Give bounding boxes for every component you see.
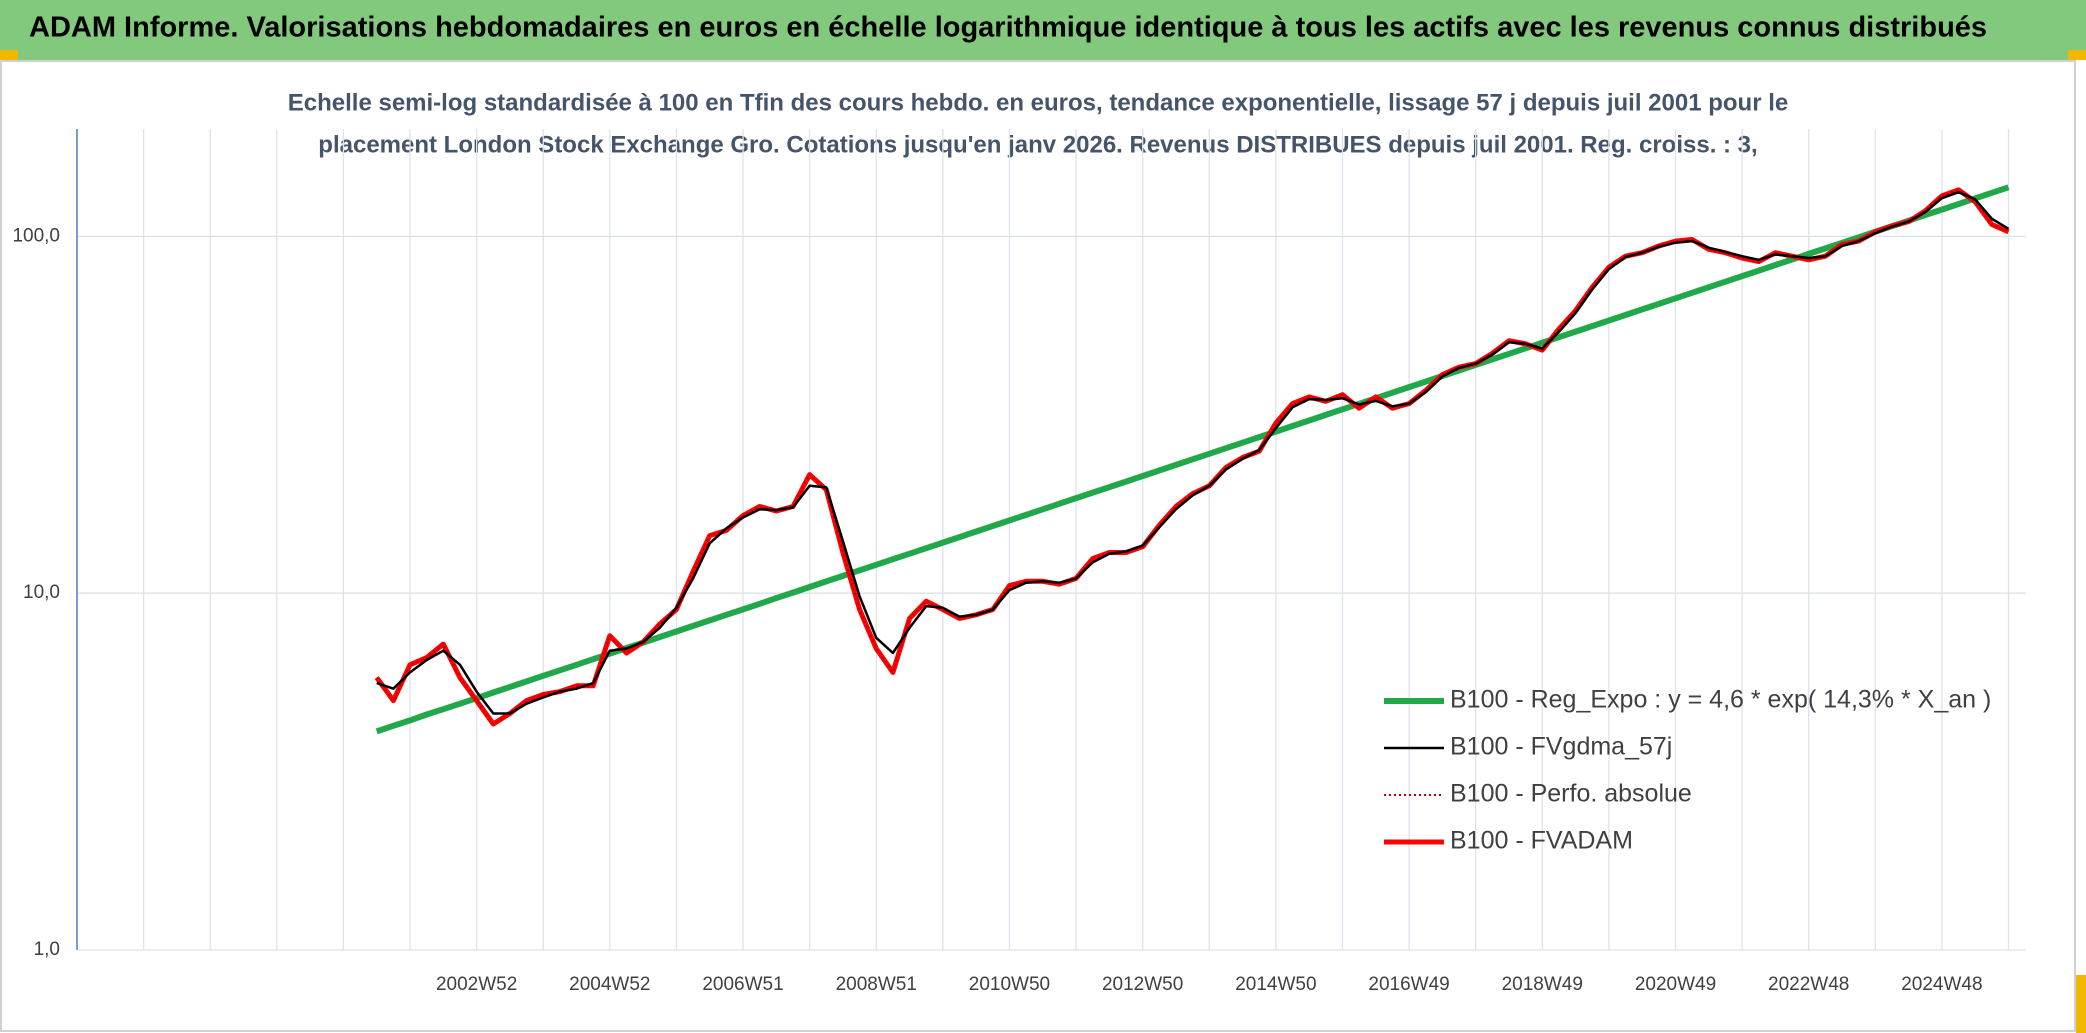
corner-mark <box>0 50 18 60</box>
x-tick-label: 2010W50 <box>969 974 1050 995</box>
legend-label: B100 - FVADAM <box>1450 827 1633 855</box>
x-tick-label: 2006W51 <box>702 974 783 995</box>
subtitle: Echelle semi-log standardisée à 100 en T… <box>288 89 1789 116</box>
legend-label: B100 - Perfo. absolue <box>1450 780 1692 808</box>
legend-label: B100 - Reg_Expo : y = 4,6 * exp( 14,3% *… <box>1450 686 1991 714</box>
subtitle: placement London Stock Exchange Gro. Cot… <box>318 131 1757 158</box>
x-tick-label: 2002W52 <box>436 974 517 995</box>
series-line <box>375 184 2010 735</box>
x-tick-label: 2022W48 <box>1768 974 1849 995</box>
series-line <box>376 190 2010 715</box>
y-tick-label: 1,0 <box>34 939 60 960</box>
corner-mark <box>2068 50 2086 60</box>
x-tick-label: 2004W52 <box>569 974 650 995</box>
corner-mark <box>2076 975 2086 1033</box>
x-tick-label: 2008W51 <box>836 974 917 995</box>
x-tick-label: 2012W50 <box>1102 974 1183 995</box>
y-tick-label: 10,0 <box>23 582 60 603</box>
x-tick-label: 2014W50 <box>1235 974 1316 995</box>
x-tick-label: 2016W49 <box>1368 974 1449 995</box>
legend-label: B100 - FVgdma_57j <box>1450 733 1672 761</box>
x-tick-label: 2018W49 <box>1502 974 1583 995</box>
x-tick-label: 2020W49 <box>1635 974 1716 995</box>
chart-title: ADAM Informe. Valorisations hebdomadaire… <box>29 12 1987 44</box>
y-tick-label: 100,0 <box>12 225 60 246</box>
header-bar <box>0 0 2086 60</box>
x-tick-label: 2024W48 <box>1901 974 1982 995</box>
frame <box>0 60 2076 1032</box>
